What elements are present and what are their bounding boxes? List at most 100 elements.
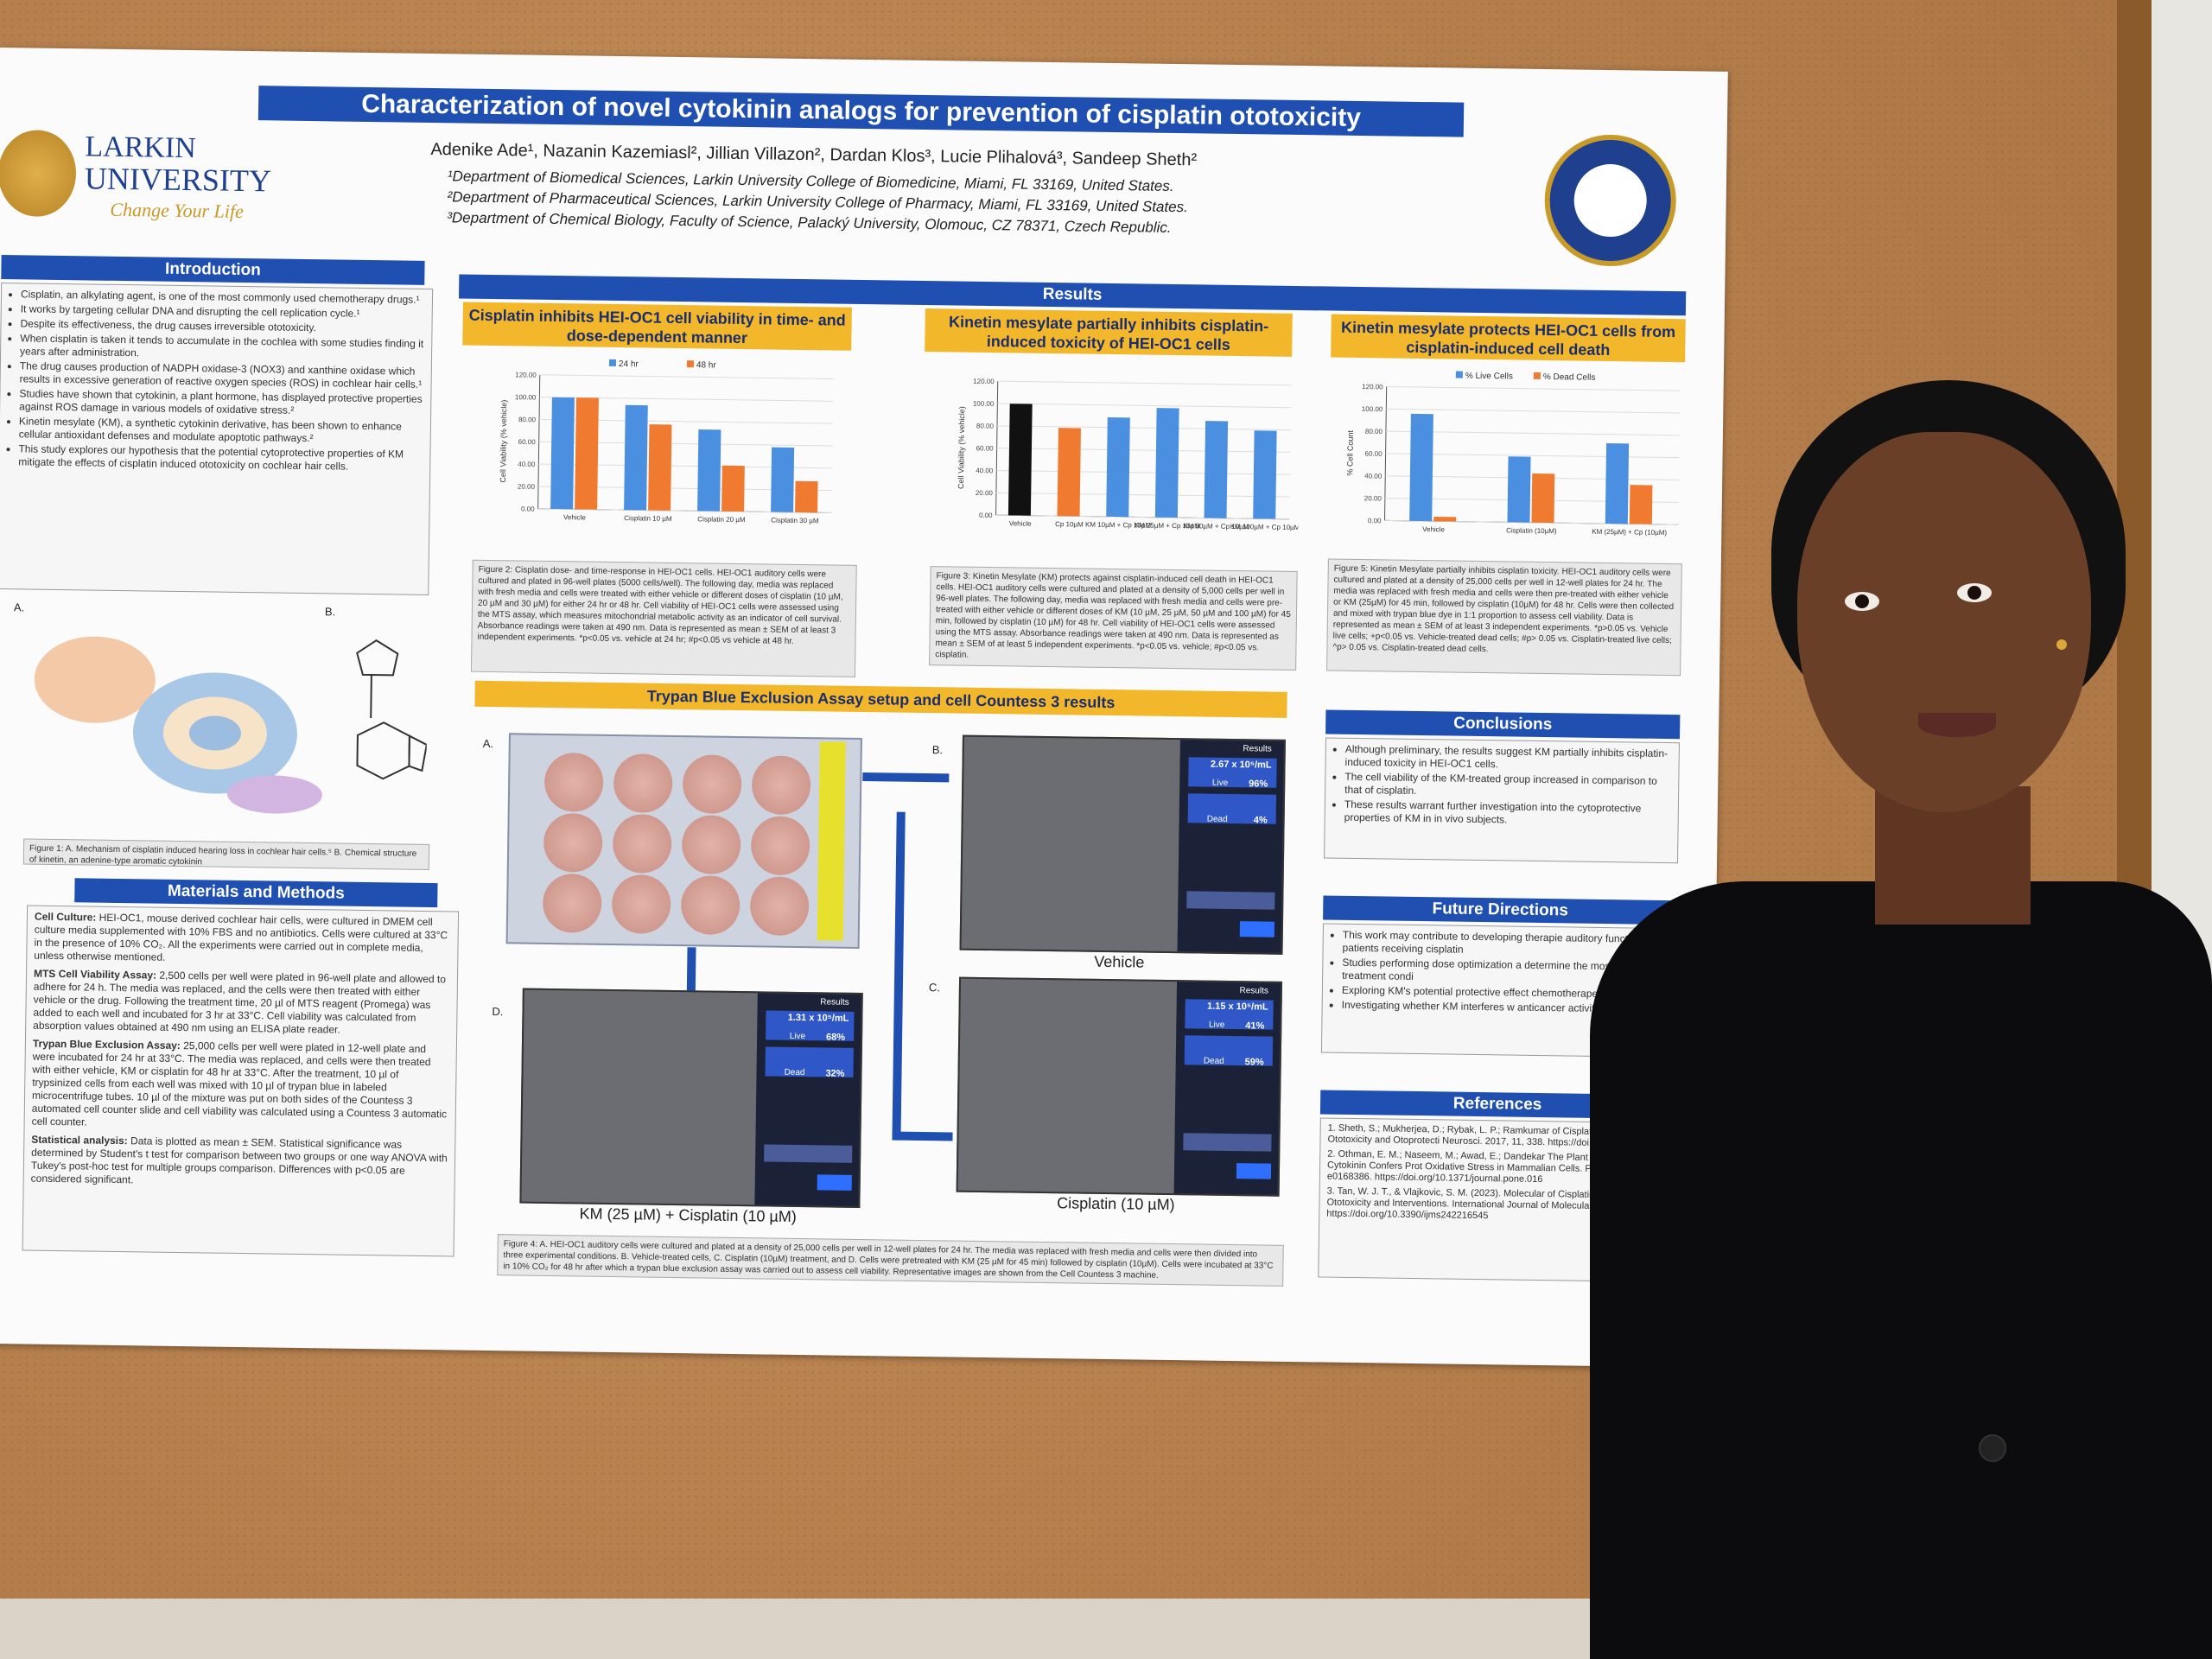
y-tick-label: 100.00 <box>1362 405 1383 413</box>
y-tick-label: 120.00 <box>973 378 995 385</box>
bar <box>1629 485 1653 524</box>
bar <box>1531 473 1555 524</box>
y-tick-label: 0.00 <box>979 512 993 519</box>
micrograph-label: KM (25 µM) + Cisplatin (10 µM) <box>579 1205 797 1226</box>
method-text: 25,000 cells per well were plated in 12-… <box>31 1039 448 1128</box>
y-tick-label: 60.00 <box>518 438 537 446</box>
gridline <box>995 492 1290 498</box>
gridline <box>1386 385 1681 391</box>
bar <box>1106 416 1130 518</box>
plate-label-tape <box>817 741 846 941</box>
intro-item: Kinetin mesylate (KM), a synthetic cytok… <box>19 415 423 447</box>
intro-item: Studies have shown that cytokinin, a pla… <box>19 387 423 419</box>
bar <box>697 429 721 512</box>
legend-label: 24 hr <box>619 359 639 369</box>
bar <box>1204 421 1229 518</box>
micrograph-label: Vehicle <box>1094 952 1145 971</box>
introduction-heading: Introduction <box>1 255 425 285</box>
bar <box>1154 408 1179 518</box>
introduction-box: Cisplatin, an alkylating agent, is one o… <box>0 283 434 595</box>
y-tick-label: 120.00 <box>515 371 537 378</box>
methods-box: Cell Culture: HEI-OC1, mouse derived coc… <box>22 905 460 1257</box>
legend-swatch <box>608 359 617 366</box>
panel-label-d: D. <box>492 1005 504 1019</box>
legend-swatch <box>1455 371 1463 378</box>
count-total: 1.15 x 10⁵/mL <box>1206 1001 1268 1013</box>
arrow-right-icon <box>892 1131 953 1141</box>
micrograph-vehicle: Results 2.67 x 10⁵/mL Live 96% Dead 4% <box>959 734 1286 955</box>
jacket <box>1590 881 2212 1659</box>
arrow-right-icon <box>862 772 950 783</box>
fig1-caption: Figure 1: A. Mechanism of cisplatin indu… <box>22 838 430 871</box>
y-tick-label: 80.00 <box>518 416 537 423</box>
results-word: Results <box>1239 986 1268 996</box>
live-word: Live <box>1211 778 1229 788</box>
x-tick-label: Cisplatin 20 µM <box>697 515 746 524</box>
affiliations: ¹Department of Biomedical Sciences, Lark… <box>447 166 1441 242</box>
kinetin-structure <box>356 639 428 780</box>
trypan-heading: Trypan Blue Exclusion Assay setup and ce… <box>474 680 1287 718</box>
legend-swatch <box>686 360 695 368</box>
panel-label-c: C. <box>928 981 941 995</box>
panel-label-a: A. <box>482 736 494 751</box>
gridline <box>996 425 1291 431</box>
logo-tagline: Change Your Life <box>110 198 245 222</box>
bar <box>575 397 599 510</box>
y-tick-label: 20.00 <box>976 489 994 497</box>
materials-heading: Materials and Methods <box>74 878 438 908</box>
live-word: Live <box>789 1031 806 1042</box>
chart-dose-response: 0.00 20.00 40.00 60.00 80.00 100.00 120.00 Cell… <box>499 359 834 524</box>
panel-label-b: B. <box>931 743 944 757</box>
y-tick-label: 40.00 <box>976 467 994 474</box>
legend-label: % Live Cells <box>1465 372 1513 382</box>
face <box>1797 432 2091 812</box>
y-tick-label: 100.00 <box>515 393 537 401</box>
bar <box>721 465 745 512</box>
y-tick-label: 40.00 <box>518 461 536 468</box>
count-dead: 4% <box>1253 815 1268 826</box>
y-axis-label: Cell Viability (% vehicle) <box>499 400 508 483</box>
y-tick-label: 120.00 <box>1362 383 1383 391</box>
y-tick-label: 100.00 <box>973 400 995 408</box>
bar <box>1433 517 1457 522</box>
gridline <box>539 374 834 380</box>
chart-trypan-counts: 0.00 20.00 40.00 60.00 80.00 100.00 120.00 % Ce… <box>1345 371 1681 537</box>
gridline <box>995 514 1290 520</box>
x-tick-label: Cisplatin 10 µM <box>624 514 672 523</box>
x-tick-label: Cisplatin (10µM) <box>1506 526 1557 535</box>
research-poster: LARKIN UNIVERSITY Change Your Life Chara… <box>0 48 1728 1368</box>
x-tick-label: KM 25µM + Cp 10µM <box>1135 521 1201 530</box>
fig1-label-a: A. <box>13 601 25 614</box>
fig1-label-b: B. <box>324 605 336 619</box>
results-word: Results <box>820 997 849 1007</box>
gridline <box>1386 408 1681 414</box>
y-tick-label: 20.00 <box>518 483 536 491</box>
eye <box>1845 592 1879 611</box>
larkin-logo: LARKIN UNIVERSITY Change Your Life <box>0 129 310 229</box>
y-tick-label: 40.00 <box>1364 472 1382 480</box>
micrograph-label: Cisplatin (10 µM) <box>1057 1194 1175 1214</box>
fig2-caption: Figure 2: Cisplatin dose- and time-respo… <box>470 559 857 677</box>
y-tick-label: 60.00 <box>1364 450 1382 458</box>
count-total: 1.31 x 10⁵/mL <box>787 1012 849 1024</box>
well-plate <box>505 733 862 949</box>
jacket-button <box>1979 1434 2006 1462</box>
y-tick-label: 80.00 <box>1365 428 1383 435</box>
intro-item: This study explores our hypothesis that … <box>18 442 423 474</box>
bar <box>550 397 575 510</box>
mouth <box>1918 713 1996 737</box>
logo-line2: UNIVERSITY <box>84 161 272 199</box>
y-tick-label: 20.00 <box>1364 494 1382 502</box>
gridline <box>1385 453 1680 459</box>
fig4-caption: Figure 4: A. HEI-OC1 auditory cells were… <box>497 1234 1284 1287</box>
gridline <box>1385 430 1680 436</box>
results-subhead-2: Kinetin mesylate partially inhibits cisp… <box>925 308 1293 357</box>
live-word: Live <box>1208 1020 1225 1030</box>
y-tick-label: 80.00 <box>976 422 995 429</box>
dead-word: Dead <box>1206 814 1228 824</box>
count-total: 2.67 x 10⁵/mL <box>1210 759 1272 771</box>
x-tick-label: KM (25µM) + Cp (10µM) <box>1592 528 1667 537</box>
x-tick-label: KM 50µM + Cp 10µM <box>1183 522 1249 531</box>
intro-item: When cisplatin is taken it tends to accu… <box>20 332 424 364</box>
bar <box>1409 413 1433 522</box>
